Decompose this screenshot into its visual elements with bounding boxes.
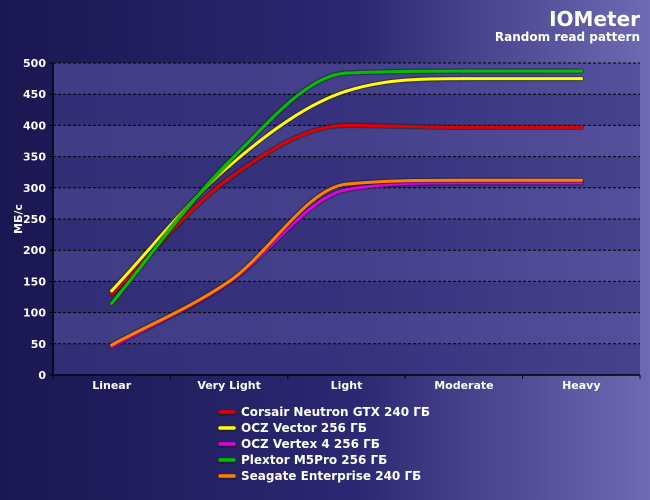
y-tick-label: 300 xyxy=(23,182,46,195)
series-lines xyxy=(108,68,585,350)
legend: Corsair Neutron GTX 240 ГБ OCZ Vector 256… xyxy=(217,405,430,483)
y-tick-label: 450 xyxy=(23,88,46,101)
y-tick-label: 100 xyxy=(23,307,46,320)
chart-title: IOMeter xyxy=(549,7,640,31)
data-point xyxy=(110,289,114,293)
y-tick-label: 500 xyxy=(23,57,46,70)
y-tick-label: 0 xyxy=(38,369,46,382)
data-point xyxy=(579,178,583,182)
data-point xyxy=(110,343,114,347)
grid-lines xyxy=(53,62,640,345)
data-point xyxy=(227,176,231,181)
x-tick-label: Heavy xyxy=(562,379,600,392)
data-point xyxy=(462,125,466,129)
x-tick-label: Light xyxy=(331,379,363,392)
legend-label: Corsair Neutron GTX 240 ГБ xyxy=(241,405,430,419)
data-point xyxy=(462,77,466,81)
plot-band xyxy=(53,281,640,313)
data-point xyxy=(579,69,583,73)
legend-label: OCZ Vertex 4 256 ГБ xyxy=(241,437,380,451)
data-point xyxy=(344,123,349,127)
plot-band xyxy=(53,343,640,375)
y-tick-label: 150 xyxy=(23,275,46,288)
series-line xyxy=(110,69,583,305)
y-tick-labels: 0 50 100 150 200 250 300 350 400 450 500 xyxy=(23,57,46,382)
data-point xyxy=(110,292,114,296)
x-tick-label: Linear xyxy=(92,379,131,392)
data-point xyxy=(110,301,114,305)
axes xyxy=(49,62,641,379)
legend-label: Seagate Enterprise 240 ГБ xyxy=(241,469,421,483)
data-point xyxy=(579,77,583,81)
x-tick-label: Very Light xyxy=(197,379,261,392)
plot-band xyxy=(53,219,640,251)
data-point xyxy=(344,71,349,75)
x-tick-label: Moderate xyxy=(434,379,493,392)
y-axis-label: МБ/с xyxy=(12,204,25,234)
plot-band xyxy=(53,94,640,126)
data-point xyxy=(227,159,231,164)
data-point xyxy=(344,182,349,186)
plot-band xyxy=(53,187,640,219)
y-tick-label: 200 xyxy=(23,244,46,257)
data-point xyxy=(344,188,349,192)
data-point xyxy=(344,89,349,93)
data-point xyxy=(579,181,583,185)
legend-label: OCZ Vector 256 ГБ xyxy=(241,421,367,435)
data-point xyxy=(227,164,231,168)
y-tick-label: 250 xyxy=(23,213,46,226)
series-line xyxy=(110,123,583,296)
data-point xyxy=(462,178,466,182)
chart-subtitle: Random read pattern xyxy=(495,30,640,44)
y-tick-label: 50 xyxy=(31,338,47,351)
x-tick-labels: Linear Very Light Light Moderate Heavy xyxy=(92,379,600,392)
y-tick-label: 350 xyxy=(23,151,46,164)
data-point xyxy=(579,125,583,129)
data-point xyxy=(462,181,466,185)
data-point xyxy=(227,279,231,283)
plot-band xyxy=(53,125,640,157)
series-line xyxy=(110,178,583,347)
y-tick-label: 400 xyxy=(23,119,46,132)
legend-label: Plextor M5Pro 256 ГБ xyxy=(241,453,387,467)
data-point xyxy=(462,69,466,73)
